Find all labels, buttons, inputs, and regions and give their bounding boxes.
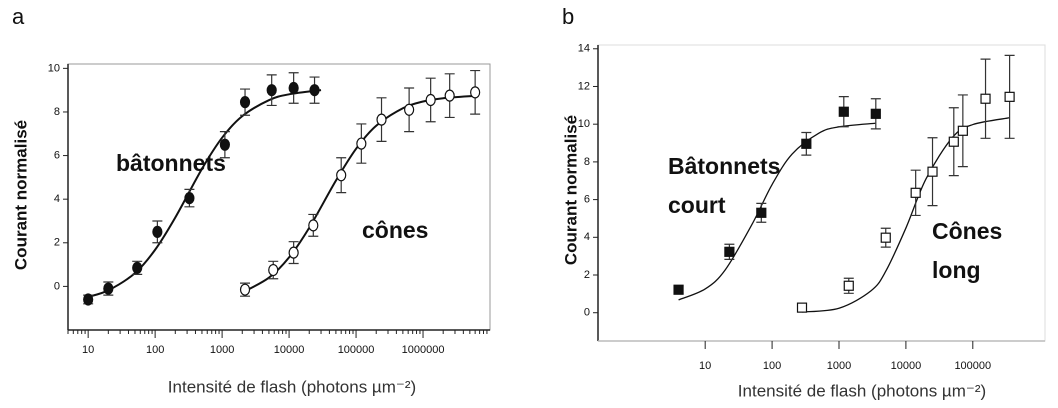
data-point (184, 191, 195, 205)
plot-frame (67, 63, 491, 331)
data-point (219, 138, 230, 151)
data-point (673, 284, 684, 295)
x-tick-label: 1000000 (402, 344, 445, 356)
data-point (336, 169, 347, 182)
series-label: cônes (362, 217, 428, 243)
data-point (948, 136, 959, 147)
x-tick-label: 10 (699, 360, 711, 372)
x-axis-label: Intensité de flash (photons µm⁻²) (168, 377, 416, 396)
data-point (801, 138, 812, 149)
data-point (927, 166, 938, 177)
data-point (152, 225, 163, 238)
x-tick-label: 10 (82, 344, 94, 356)
data-point (103, 282, 114, 295)
data-point (796, 302, 808, 313)
y-axis-label: Courant normalisé (561, 115, 580, 265)
data-point (980, 93, 991, 104)
data-point (239, 96, 251, 109)
data-point (288, 81, 299, 95)
fit-curve (241, 94, 476, 294)
data-point (838, 106, 849, 117)
y-axis-label: Courant normalisé (11, 120, 30, 270)
x-tick-label: 10000 (274, 344, 305, 356)
y-tick-label: 10 (578, 118, 590, 130)
y-tick-label: 4 (584, 231, 590, 243)
data-point (239, 283, 251, 296)
data-point (870, 108, 881, 119)
panel-label: b (562, 4, 574, 29)
data-point (910, 187, 921, 198)
y-tick-label: 0 (584, 307, 590, 319)
data-point (880, 232, 891, 243)
series-label: Cônes long (932, 218, 1002, 283)
x-tick-label: 100000 (954, 360, 991, 372)
y-tick-label: 10 (48, 62, 60, 74)
data-point (309, 84, 320, 97)
x-tick-label: 100 (763, 360, 781, 372)
data-point (266, 84, 277, 97)
data-point (724, 246, 735, 257)
y-tick-label: 6 (584, 194, 590, 206)
x-tick-label: 1000 (210, 344, 234, 356)
data-point (308, 219, 319, 232)
data-point (425, 93, 436, 107)
data-point (356, 137, 367, 150)
data-point (83, 293, 94, 306)
series-label: Bâtonnets court (668, 153, 780, 218)
x-tick-label: 1000 (827, 360, 851, 372)
data-point (957, 125, 968, 136)
y-tick-label: 0 (54, 280, 60, 292)
data-point (843, 280, 854, 291)
y-tick-label: 8 (54, 106, 60, 118)
data-point (444, 89, 455, 102)
y-tick-label: 2 (54, 237, 60, 249)
x-tick-label: 100 (146, 344, 164, 356)
panel-label: a (12, 4, 25, 29)
data-point (756, 207, 767, 218)
fit-curve (87, 89, 322, 298)
y-tick-label: 2 (584, 269, 590, 281)
series-label: bâtonnets (116, 150, 226, 176)
data-point (288, 246, 299, 259)
y-tick-label: 4 (54, 193, 60, 205)
data-point (404, 103, 415, 116)
data-point (470, 86, 481, 99)
y-tick-label: 8 (584, 156, 590, 168)
x-axis-label: Intensité de flash (photons µm⁻²) (738, 381, 986, 400)
data-point (1004, 91, 1015, 102)
plot-frame (597, 44, 1046, 342)
x-tick-label: 10000 (891, 360, 922, 372)
fit-curve (678, 122, 876, 301)
x-tick-label: 100000 (338, 344, 375, 356)
data-point (132, 261, 143, 274)
data-point (268, 263, 279, 277)
data-point (376, 113, 387, 126)
y-tick-label: 14 (578, 43, 590, 55)
y-tick-label: 12 (578, 80, 590, 92)
y-tick-label: 6 (54, 149, 60, 161)
